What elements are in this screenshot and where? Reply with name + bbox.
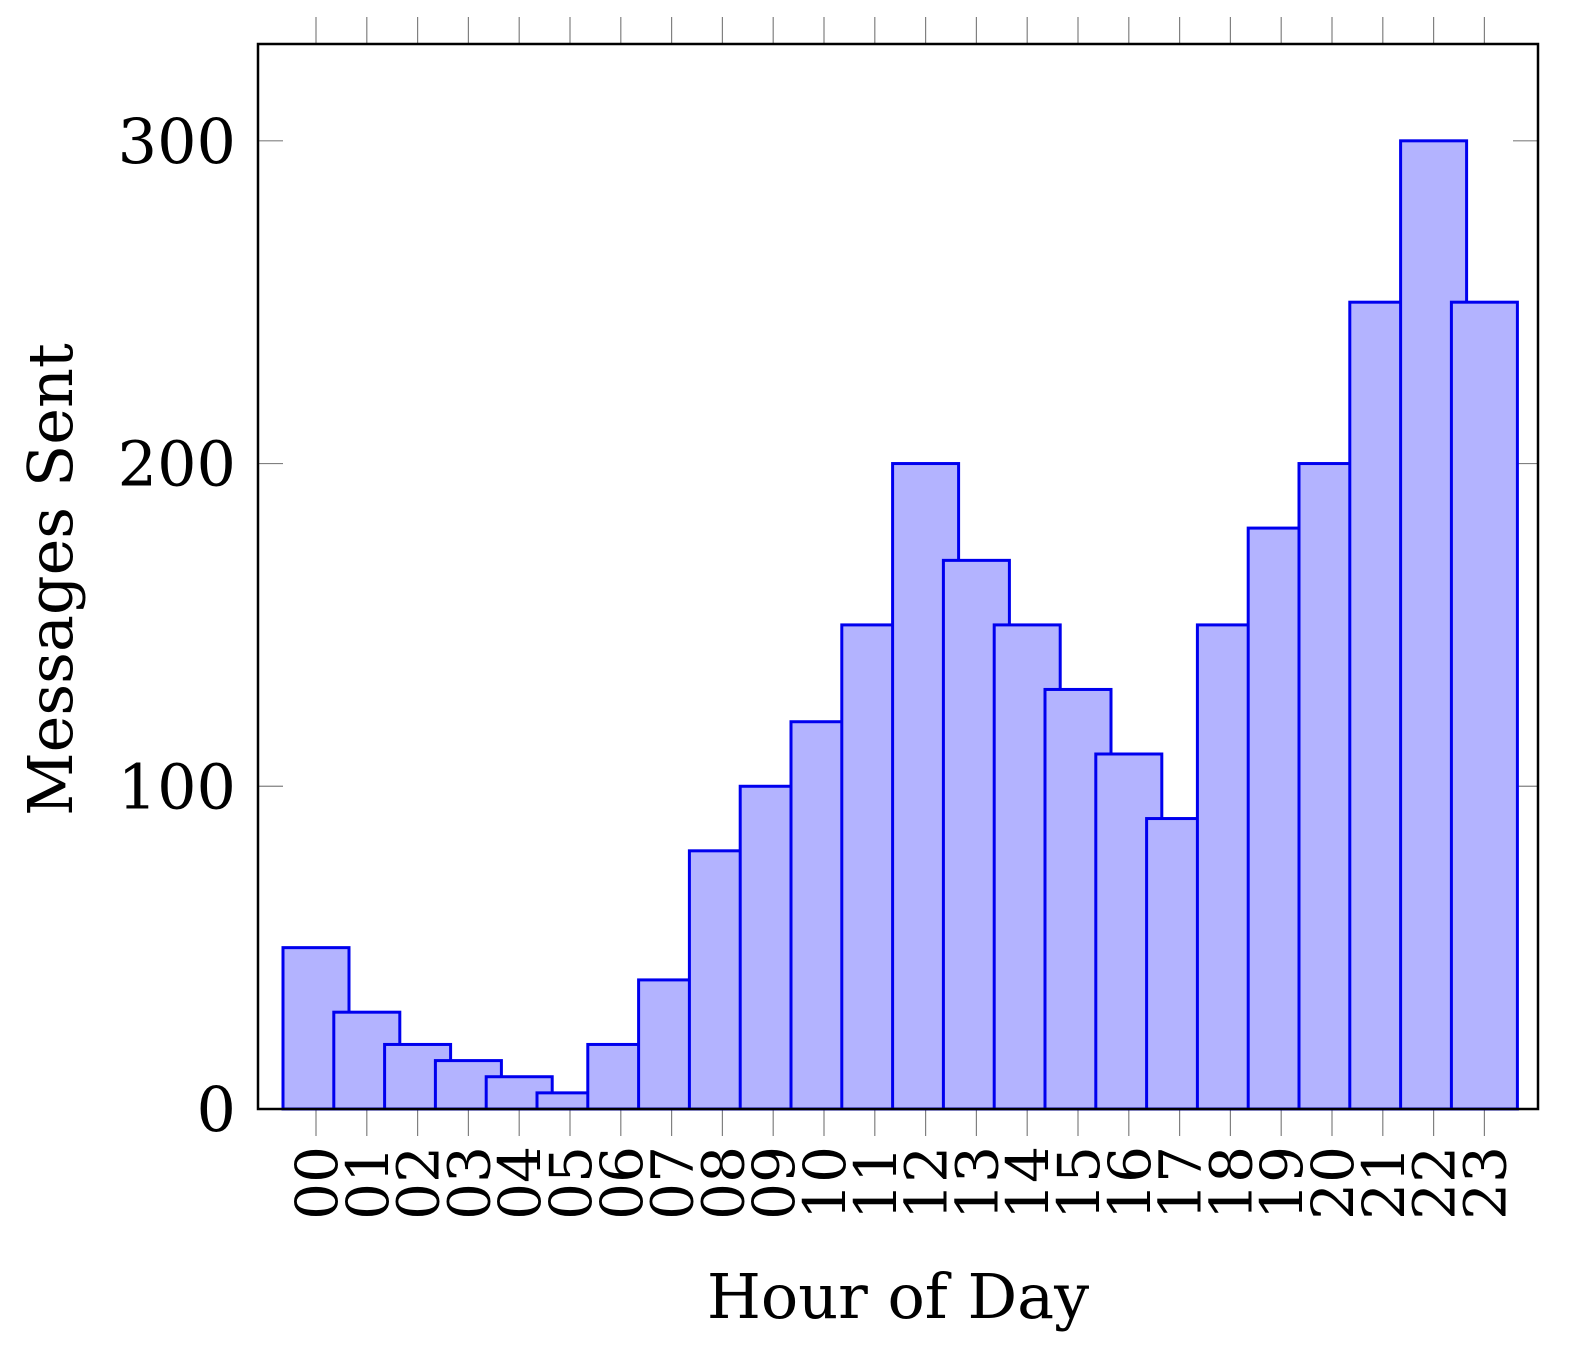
x-axis-title: Hour of Day bbox=[707, 1260, 1089, 1333]
x-tick-label: 19 bbox=[1248, 1146, 1316, 1220]
x-tick-label: 18 bbox=[1197, 1146, 1265, 1220]
x-tick-label: 22 bbox=[1401, 1146, 1469, 1220]
x-tick-label: 14 bbox=[994, 1146, 1062, 1220]
x-tick-label: 20 bbox=[1299, 1146, 1367, 1220]
x-tick-label: 10 bbox=[791, 1146, 859, 1220]
x-tick-label: 05 bbox=[537, 1146, 605, 1220]
x-tick-label: 09 bbox=[740, 1146, 808, 1220]
y-tick-label: 100 bbox=[118, 750, 236, 823]
x-tick-label: 17 bbox=[1147, 1146, 1215, 1220]
bar-23 bbox=[1449, 300, 1519, 1111]
x-tick-label: 06 bbox=[588, 1146, 656, 1220]
bars bbox=[281, 139, 1519, 1111]
bottom-ticks bbox=[315, 1109, 1486, 1136]
x-tick-label: 02 bbox=[385, 1146, 453, 1220]
x-tick-label: 04 bbox=[486, 1146, 554, 1220]
x-tick-label: 03 bbox=[435, 1146, 503, 1220]
x-tick-label: 08 bbox=[689, 1146, 757, 1220]
x-tick-label: 13 bbox=[943, 1146, 1011, 1220]
y-tick-label: 0 bbox=[197, 1073, 236, 1146]
y-tick-label: 300 bbox=[118, 105, 236, 178]
top-ticks bbox=[315, 17, 1486, 44]
y-tick-label: 200 bbox=[118, 428, 236, 501]
x-tick-label: 07 bbox=[639, 1146, 707, 1220]
x-tick-label: 16 bbox=[1096, 1146, 1164, 1220]
x-tick-label: 11 bbox=[842, 1146, 910, 1220]
x-tick-labels: 0001020304050607080910111213141516171819… bbox=[283, 1146, 1519, 1220]
x-tick-label: 15 bbox=[1045, 1146, 1113, 1220]
plot-frame bbox=[256, 42, 1540, 1111]
x-tick-label: 01 bbox=[334, 1146, 402, 1220]
x-tick-label: 00 bbox=[283, 1146, 351, 1220]
y-axis-title: Messages Sent bbox=[14, 343, 87, 816]
x-tick-label: 21 bbox=[1350, 1146, 1418, 1220]
x-tick-label: 12 bbox=[893, 1146, 961, 1220]
y-tick-labels: 0 100 200 300 bbox=[118, 105, 236, 1146]
x-tick-label: 23 bbox=[1451, 1146, 1519, 1220]
